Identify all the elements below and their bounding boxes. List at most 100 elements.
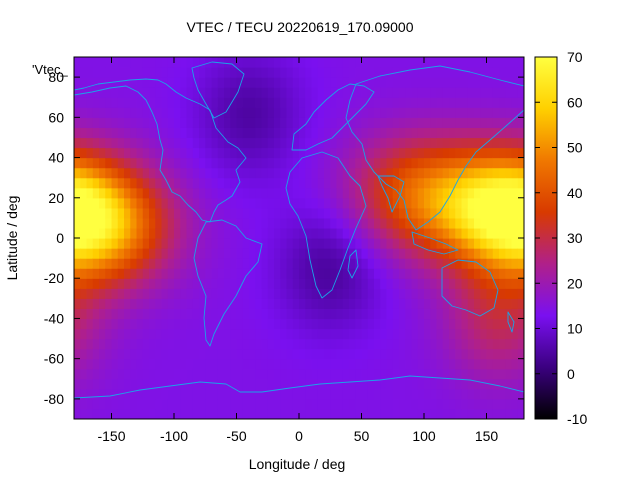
heatmap-cell	[455, 378, 463, 390]
heatmap-cell	[286, 258, 294, 269]
heatmap-cell	[217, 77, 225, 88]
heatmap-cell	[99, 157, 106, 169]
heatmap-cell	[211, 298, 219, 309]
heatmap-cell	[380, 137, 388, 149]
heatmap-cell	[292, 177, 300, 189]
heatmap-cell	[392, 308, 400, 320]
heatmap-cell	[299, 408, 306, 419]
heatmap-cell	[261, 227, 269, 239]
heatmap-cell	[130, 67, 138, 78]
heatmap-cell	[286, 278, 294, 289]
heatmap-cell	[392, 258, 400, 269]
heatmap-cell	[255, 298, 263, 309]
heatmap-cell	[186, 248, 194, 259]
heatmap-cell	[461, 358, 469, 370]
heatmap-cell	[236, 378, 244, 390]
heatmap-cell	[242, 67, 250, 78]
heatmap-cell	[367, 288, 375, 299]
colorbar-tick-label: 30	[567, 230, 583, 246]
heatmap-cell	[436, 67, 444, 78]
heatmap-cell	[180, 67, 188, 78]
heatmap-cell	[467, 157, 475, 169]
heatmap-cell	[424, 328, 431, 340]
heatmap-cell	[280, 318, 288, 330]
heatmap-cell	[249, 348, 256, 360]
heatmap-cell	[386, 127, 394, 139]
heatmap-cell	[449, 318, 456, 330]
heatmap-cell	[249, 288, 256, 299]
heatmap-cell	[86, 298, 94, 309]
heatmap-cell	[167, 217, 175, 229]
colorbar-tick-label: 60	[567, 94, 583, 110]
heatmap-cell	[167, 288, 175, 299]
heatmap-cell	[80, 248, 88, 259]
heatmap-cell	[274, 177, 281, 189]
heatmap-cell	[449, 388, 456, 400]
heatmap-cell	[299, 398, 306, 410]
heatmap-cell	[324, 217, 331, 229]
heatmap-cell	[492, 368, 500, 380]
heatmap-cell	[242, 388, 250, 400]
heatmap-cell	[305, 67, 313, 78]
heatmap-cell	[174, 117, 181, 128]
heatmap-cell	[374, 408, 381, 419]
heatmap-cell	[230, 278, 238, 289]
heatmap-cell	[311, 288, 319, 299]
heatmap-cell	[492, 348, 500, 360]
heatmap-cell	[480, 328, 488, 340]
heatmap-cell	[74, 97, 81, 108]
heatmap-cell	[124, 398, 131, 410]
heatmap-cell	[167, 348, 175, 360]
heatmap-cell	[380, 207, 388, 219]
heatmap-cell	[455, 278, 463, 289]
heatmap-cell	[436, 338, 444, 350]
heatmap-cell	[205, 278, 213, 289]
heatmap-cell	[117, 288, 125, 299]
heatmap-cell	[86, 57, 94, 68]
heatmap-cell	[192, 278, 200, 289]
heatmap-cell	[142, 268, 150, 279]
heatmap-cell	[149, 147, 156, 159]
heatmap-cell	[330, 348, 338, 360]
heatmap-cell	[117, 97, 125, 108]
heatmap-cell	[324, 388, 331, 400]
heatmap-cell	[486, 248, 494, 259]
heatmap-cell	[174, 67, 181, 78]
heatmap-cell	[405, 227, 413, 239]
heatmap-cell	[174, 268, 181, 279]
heatmap-cell	[430, 217, 438, 229]
heatmap-cell	[105, 147, 113, 159]
heatmap-cell	[417, 137, 425, 149]
heatmap-cell	[492, 258, 500, 269]
heatmap-cell	[255, 378, 263, 390]
heatmap-cell	[174, 248, 181, 259]
heatmap-cell	[399, 167, 406, 179]
heatmap-cell	[86, 227, 94, 239]
heatmap-cell	[292, 408, 300, 419]
heatmap-cell	[292, 258, 300, 269]
heatmap-cell	[74, 398, 81, 410]
heatmap-cell	[317, 127, 325, 139]
heatmap-cell	[124, 67, 131, 78]
heatmap-cell	[186, 238, 194, 249]
heatmap-cell	[461, 57, 469, 68]
heatmap-cell	[461, 258, 469, 269]
heatmap-cell	[199, 298, 206, 309]
heatmap-cell	[192, 358, 200, 370]
heatmap-cell	[286, 147, 294, 159]
heatmap-cell	[161, 177, 169, 189]
heatmap-cell	[136, 308, 144, 320]
heatmap-cell	[236, 217, 244, 229]
heatmap-cell	[224, 288, 231, 299]
heatmap-cell	[411, 167, 419, 179]
heatmap-cell	[417, 107, 425, 118]
heatmap-cell	[117, 348, 125, 360]
heatmap-cell	[286, 248, 294, 259]
heatmap-cell	[467, 238, 475, 249]
heatmap-cell	[355, 87, 363, 98]
heatmap-cell	[436, 217, 444, 229]
heatmap-cell	[430, 167, 438, 179]
heatmap-cell	[124, 137, 131, 149]
heatmap-cell	[461, 318, 469, 330]
heatmap-cell	[186, 107, 194, 118]
